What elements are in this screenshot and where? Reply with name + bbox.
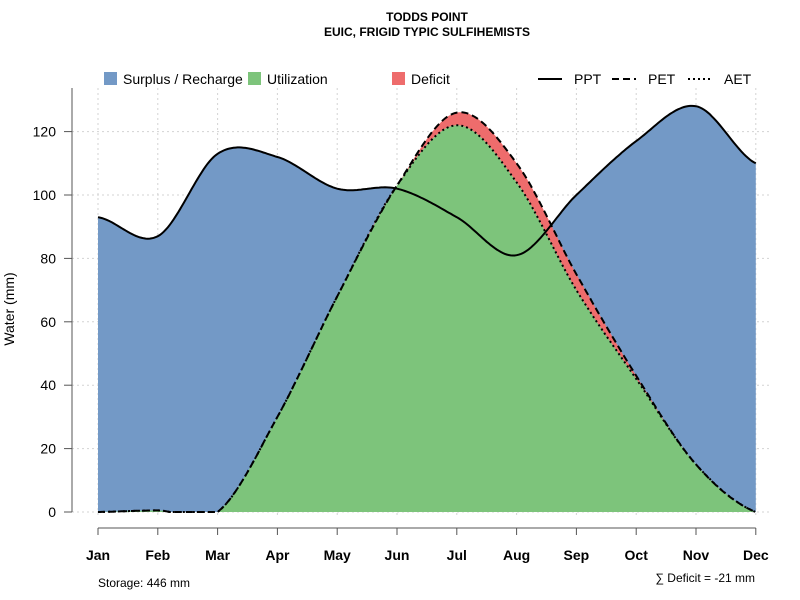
legend-label-deficit: Deficit bbox=[411, 71, 450, 87]
y-tick-label: 80 bbox=[40, 250, 56, 266]
chart-title: TODDS POINT bbox=[386, 10, 468, 24]
storage-note: Storage: 446 mm bbox=[98, 576, 190, 590]
x-tick-label: Apr bbox=[265, 547, 290, 563]
legend-label-utilization: Utilization bbox=[267, 71, 328, 87]
y-tick-label: 40 bbox=[40, 377, 56, 393]
x-tick-label: Feb bbox=[145, 547, 170, 563]
plot-area: 0 20 40 60 80 100 120 Jan Feb Mar Apr May Jun Jul Aug S… bbox=[33, 88, 772, 563]
legend-label-aet: AET bbox=[724, 71, 752, 87]
x-tick-label: Sep bbox=[564, 547, 590, 563]
legend-swatch-deficit bbox=[392, 72, 405, 85]
y-tick-label: 120 bbox=[33, 124, 57, 140]
legend-swatch-utilization bbox=[248, 72, 261, 85]
y-tick-label: 60 bbox=[40, 314, 56, 330]
x-tick-label: Nov bbox=[683, 547, 710, 563]
utilization-area bbox=[98, 125, 756, 513]
y-axis-label: Water (mm) bbox=[1, 272, 17, 345]
legend-swatch-surplus bbox=[104, 72, 117, 85]
y-tick-label: 0 bbox=[48, 504, 56, 520]
legend-label-surplus: Surplus / Recharge bbox=[123, 71, 243, 87]
x-tick-label: Dec bbox=[743, 547, 769, 563]
ppt-line bbox=[97, 104, 757, 257]
legend-label-ppt: PPT bbox=[574, 71, 602, 87]
x-tick-label: Jun bbox=[385, 547, 410, 563]
x-tick-label: May bbox=[324, 547, 351, 563]
y-tick-label: 100 bbox=[33, 187, 57, 203]
legend: Surplus / Recharge Utilization Deficit P… bbox=[104, 71, 752, 87]
chart-subtitle: EUIC, FRIGID TYPIC SULFIHEMISTS bbox=[324, 25, 530, 39]
x-tick-label: Jan bbox=[86, 547, 110, 563]
legend-label-pet: PET bbox=[648, 71, 676, 87]
x-tick-label: Mar bbox=[205, 547, 230, 563]
x-tick-label: Jul bbox=[447, 547, 467, 563]
x-tick-label: Aug bbox=[503, 547, 530, 563]
deficit-note: ∑ Deficit = -21 mm bbox=[655, 571, 755, 585]
x-tick-label: Oct bbox=[625, 547, 649, 563]
y-tick-label: 20 bbox=[40, 441, 56, 457]
